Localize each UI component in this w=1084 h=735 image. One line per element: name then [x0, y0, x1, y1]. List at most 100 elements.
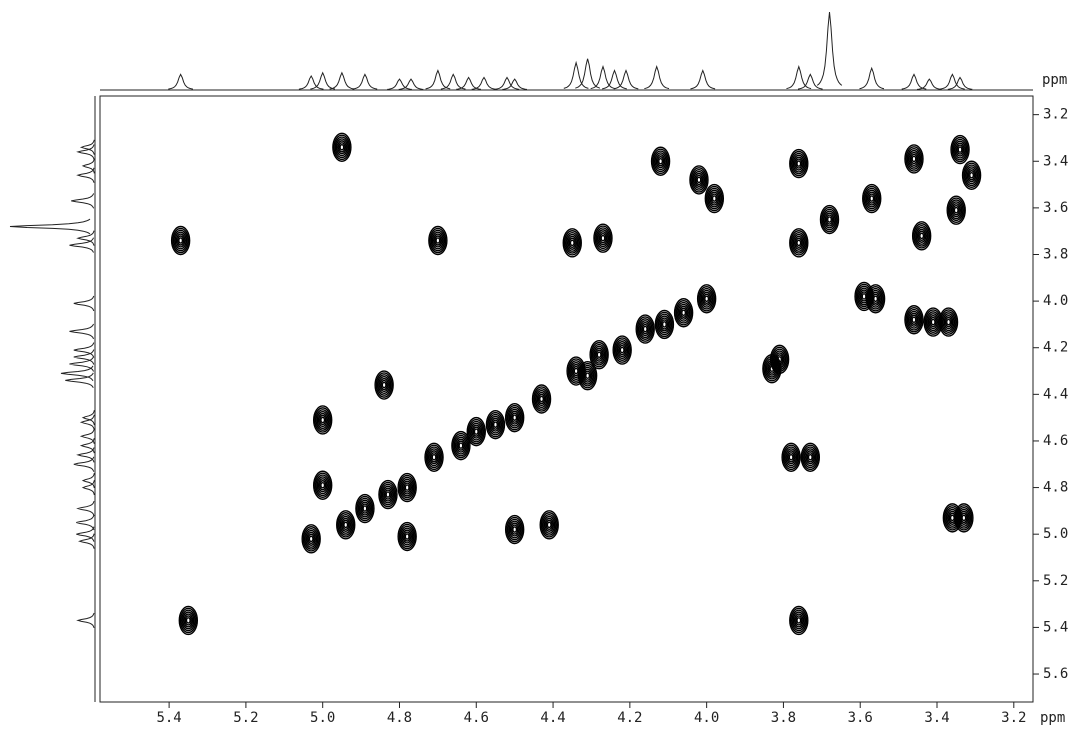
contour: [957, 146, 963, 153]
contour: [379, 377, 390, 393]
x-tick-label: 5.4: [156, 710, 181, 726]
contour: [486, 411, 504, 438]
cross-peak: [696, 284, 717, 314]
contour: [790, 607, 808, 634]
contour: [491, 419, 500, 430]
x-tick-label: 3.2: [1001, 710, 1026, 726]
top-projection-peak: [797, 73, 823, 90]
contour: [619, 346, 625, 354]
contour: [793, 235, 804, 250]
contour: [315, 409, 330, 431]
contour: [692, 170, 706, 189]
contour: [791, 609, 807, 632]
left-projection-peak: [76, 500, 95, 517]
cross-peak: [504, 402, 525, 433]
cross-peak: [577, 360, 598, 391]
contour: [955, 142, 965, 157]
contour: [704, 295, 710, 303]
contour: [791, 152, 807, 175]
contour: [543, 515, 556, 534]
contour: [314, 472, 332, 499]
contour: [777, 356, 783, 363]
left-projection-peak: [73, 295, 95, 312]
contour: [335, 138, 348, 157]
contour: [434, 235, 442, 246]
contour: [424, 442, 444, 472]
contour: [865, 189, 878, 208]
left-projection-peak: [81, 158, 95, 174]
left-projection-peak: [79, 414, 95, 430]
contour: [789, 148, 809, 179]
contour: [824, 212, 835, 227]
x-tick-label: 4.8: [387, 710, 412, 726]
cross-peak: [954, 503, 974, 533]
y-tick-label: 3.8: [1043, 246, 1068, 262]
contour: [782, 444, 800, 471]
contour: [504, 514, 525, 545]
contour: [640, 321, 651, 337]
cross-peak: [865, 284, 886, 314]
contour: [381, 381, 387, 389]
cross-peak: [911, 221, 932, 251]
contour: [595, 227, 611, 250]
top-projection-peak: [563, 60, 589, 89]
top-projection-peak: [298, 74, 324, 90]
contour: [953, 140, 967, 159]
contour: [867, 285, 885, 312]
contour: [320, 481, 326, 489]
contour: [401, 478, 414, 497]
contour: [399, 476, 415, 499]
contour: [472, 426, 480, 437]
cross-peak: [673, 298, 694, 328]
contour: [704, 183, 725, 214]
left-projection-peak: [77, 533, 95, 549]
contour: [907, 310, 921, 329]
left-projection-peak: [69, 323, 94, 340]
contour: [172, 227, 190, 254]
contour: [708, 189, 721, 208]
contour: [789, 605, 809, 636]
contour: [655, 311, 673, 338]
contour: [655, 154, 666, 169]
contour: [492, 421, 498, 428]
top-projection-peak: [168, 73, 193, 90]
contour: [435, 237, 441, 244]
contour: [954, 503, 974, 533]
left-projection-peak: [69, 237, 94, 253]
top-projection-peak: [940, 73, 965, 90]
contour: [930, 318, 936, 326]
contour: [567, 235, 578, 250]
left-projection-peak: [76, 514, 95, 531]
contour: [334, 136, 350, 159]
cross-peak: [562, 228, 582, 258]
contour: [964, 164, 979, 187]
top-projection-peak: [494, 76, 520, 90]
contour: [317, 412, 328, 428]
contour: [681, 309, 687, 317]
contour: [375, 372, 393, 398]
contour: [689, 165, 709, 195]
contour: [617, 342, 628, 358]
contour: [792, 233, 805, 252]
contour: [540, 512, 558, 538]
contour: [404, 533, 410, 540]
contour: [639, 320, 652, 339]
contour: [807, 453, 813, 461]
contour: [594, 347, 605, 362]
contour: [316, 410, 329, 429]
contour: [781, 442, 801, 472]
contour: [915, 226, 928, 245]
contour: [910, 314, 918, 325]
contour: [961, 160, 982, 190]
contour: [170, 225, 191, 256]
left-projection-peak: [65, 372, 94, 389]
contour: [308, 535, 314, 543]
contour: [383, 487, 393, 502]
contour: [707, 187, 722, 210]
contour: [580, 364, 595, 387]
contour: [705, 185, 723, 212]
contour: [307, 533, 315, 545]
top-projection-peak: [398, 78, 424, 90]
cross-peak: [504, 514, 525, 545]
